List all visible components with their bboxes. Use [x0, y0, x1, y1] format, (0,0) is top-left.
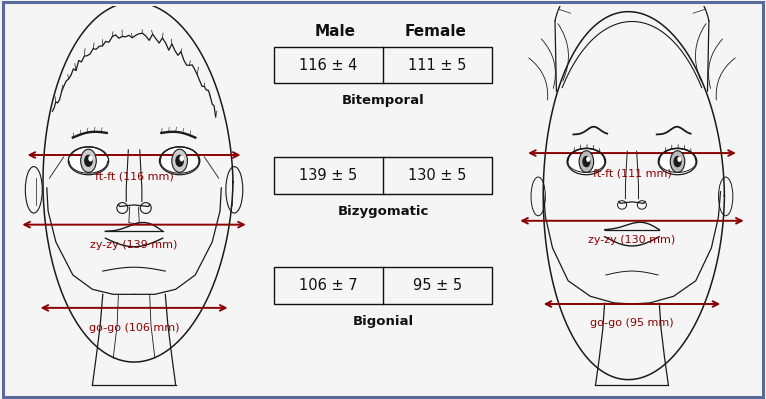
Circle shape — [180, 156, 183, 161]
Circle shape — [670, 151, 685, 172]
Text: ft-ft (116 mm): ft-ft (116 mm) — [95, 171, 173, 181]
Ellipse shape — [658, 148, 697, 175]
Text: zy-zy (139 mm): zy-zy (139 mm) — [90, 240, 178, 250]
Text: ft-ft (111 mm): ft-ft (111 mm) — [593, 168, 671, 178]
Text: go-go (95 mm): go-go (95 mm) — [590, 318, 674, 328]
Bar — [273, 267, 493, 304]
Text: 106 ± 7: 106 ± 7 — [299, 278, 358, 293]
Text: 139 ± 5: 139 ± 5 — [300, 168, 358, 183]
Text: Male: Male — [315, 24, 356, 39]
Ellipse shape — [68, 147, 109, 175]
Text: go-go (106 mm): go-go (106 mm) — [89, 323, 179, 333]
Text: Bitemporal: Bitemporal — [342, 94, 424, 107]
Circle shape — [583, 156, 590, 167]
Bar — [273, 47, 493, 83]
Circle shape — [674, 156, 681, 167]
Bar — [273, 157, 493, 194]
Text: Bizygomatic: Bizygomatic — [337, 205, 429, 217]
Circle shape — [80, 149, 97, 172]
Text: 116 ± 4: 116 ± 4 — [300, 57, 358, 73]
Text: Female: Female — [404, 24, 466, 39]
Ellipse shape — [159, 147, 200, 175]
Circle shape — [579, 151, 594, 172]
Ellipse shape — [567, 148, 606, 175]
Circle shape — [176, 155, 183, 166]
Circle shape — [89, 156, 92, 161]
Text: 111 ± 5: 111 ± 5 — [408, 57, 466, 73]
Text: 95 ± 5: 95 ± 5 — [413, 278, 462, 293]
Circle shape — [172, 149, 188, 172]
Text: zy-zy (130 mm): zy-zy (130 mm) — [588, 235, 676, 245]
Circle shape — [85, 155, 92, 166]
Circle shape — [678, 157, 681, 161]
Text: 130 ± 5: 130 ± 5 — [408, 168, 466, 183]
Text: Bigonial: Bigonial — [352, 315, 414, 328]
Circle shape — [587, 157, 590, 161]
